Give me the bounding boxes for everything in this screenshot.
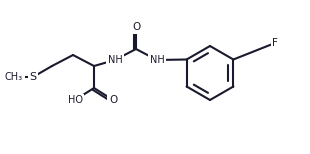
Text: O: O: [132, 22, 140, 32]
Text: HO: HO: [68, 95, 82, 105]
Text: O: O: [109, 95, 117, 105]
Text: CH₃: CH₃: [5, 72, 23, 82]
Text: S: S: [29, 72, 37, 82]
Text: NH: NH: [150, 55, 164, 65]
Text: F: F: [272, 38, 278, 48]
Text: NH: NH: [108, 55, 122, 65]
